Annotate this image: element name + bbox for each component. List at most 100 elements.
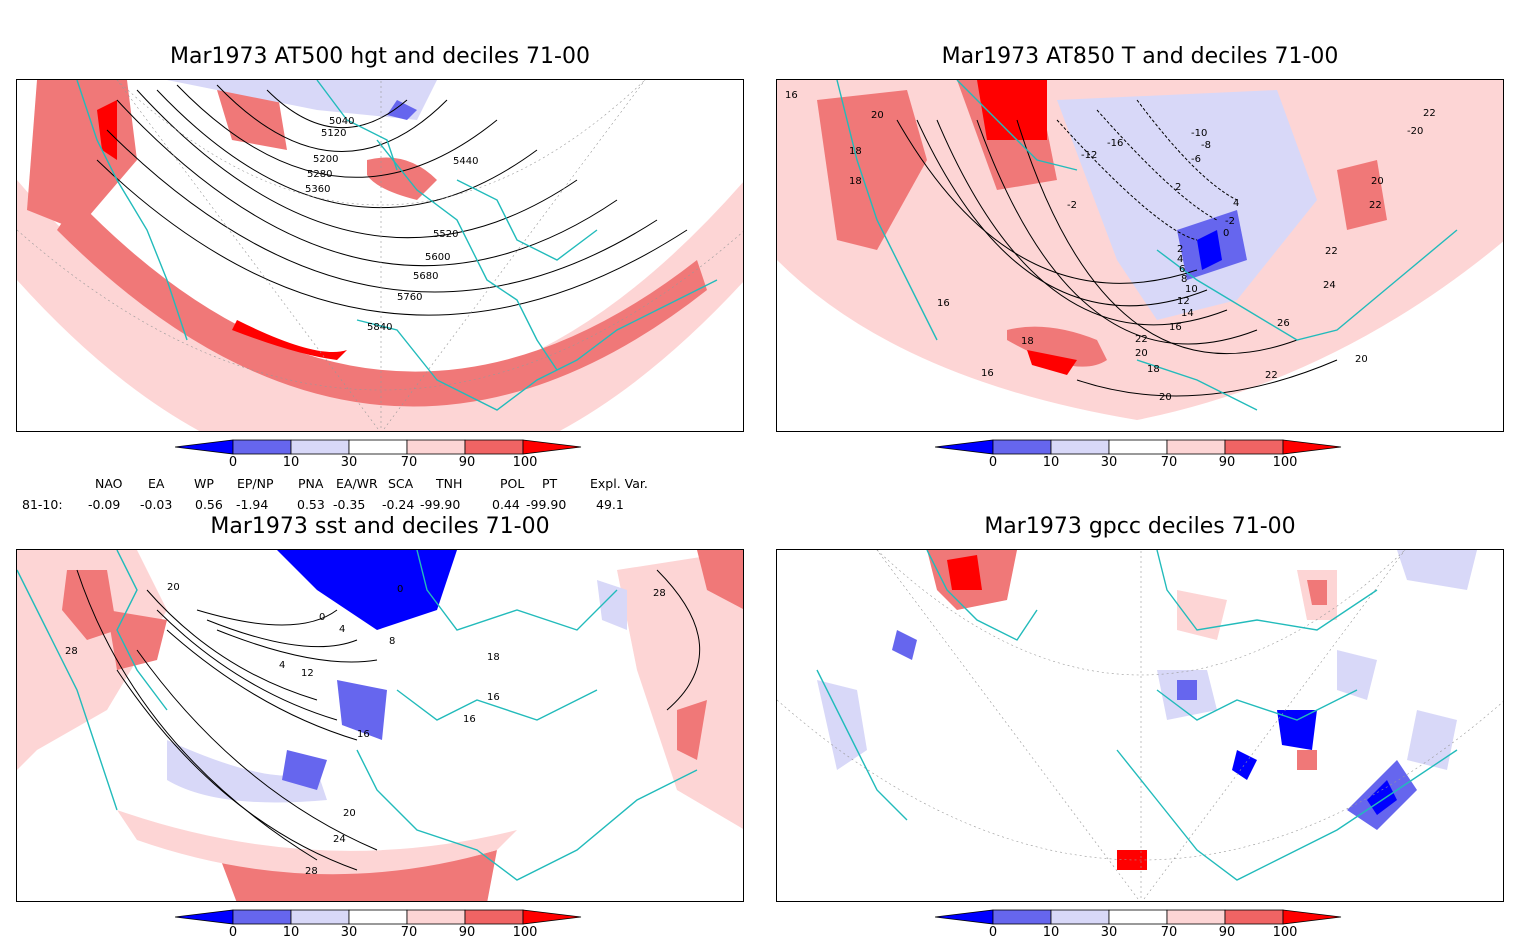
colorbar-extension-high <box>1282 909 1342 925</box>
colorbar-segment <box>992 909 1052 925</box>
svg-text:12: 12 <box>1177 296 1190 307</box>
svg-text:-16: -16 <box>1107 138 1123 149</box>
svg-text:20: 20 <box>1135 348 1148 359</box>
colorbar-extension-high <box>522 909 582 925</box>
svg-text:-2: -2 <box>1225 216 1235 227</box>
svg-text:20: 20 <box>1371 176 1384 187</box>
colorbar-segment <box>348 439 408 455</box>
index-value-ea: -0.03 <box>140 497 173 512</box>
svg-text:16: 16 <box>981 368 994 379</box>
svg-text:18: 18 <box>1147 364 1160 375</box>
hgt-contours <box>96 84 688 316</box>
svg-text:22: 22 <box>1369 200 1382 211</box>
svg-text:5600: 5600 <box>425 252 450 263</box>
colorbar-segment <box>992 439 1052 455</box>
colorbar-segment <box>290 439 350 455</box>
colorbar-segment <box>232 439 292 455</box>
coastlines <box>76 80 718 411</box>
colorbar-segment <box>406 909 466 925</box>
sst-contour-labels: 20 28 0 0 4 4 8 12 16 16 16 20 24 28 28 … <box>65 582 666 877</box>
colorbar-segment <box>1050 909 1110 925</box>
colorbar-segment <box>290 909 350 925</box>
svg-text:5840: 5840 <box>367 322 392 333</box>
svg-text:20: 20 <box>1355 354 1368 365</box>
svg-text:16: 16 <box>937 298 950 309</box>
index-header-ea: EA <box>148 476 165 491</box>
svg-text:18: 18 <box>487 652 500 663</box>
colorbar-segment <box>1224 909 1284 925</box>
index-value-eawr: -0.35 <box>333 497 366 512</box>
svg-text:26: 26 <box>1277 318 1290 329</box>
svg-text:18: 18 <box>849 176 862 187</box>
svg-text:5200: 5200 <box>313 154 338 165</box>
svg-text:20: 20 <box>1159 392 1172 403</box>
colorbar-segment <box>232 909 292 925</box>
svg-text:14: 14 <box>1181 308 1194 319</box>
svg-text:8: 8 <box>1181 274 1187 285</box>
colorbar-extension-low <box>935 439 994 455</box>
map-sst-svg: 20 28 0 0 4 4 8 12 16 16 16 20 24 28 28 … <box>17 550 743 901</box>
svg-text:28: 28 <box>653 588 666 599</box>
colorbar-extension-low <box>175 909 234 925</box>
svg-text:18: 18 <box>849 146 862 157</box>
colorbar-hgt: 0 10 30 70 90 100 <box>175 438 595 478</box>
index-header-wp: WP <box>194 476 214 491</box>
t850-contours <box>896 99 1338 397</box>
svg-text:20: 20 <box>343 808 356 819</box>
index-header-sca: SCA <box>388 476 414 491</box>
svg-text:10: 10 <box>1185 284 1198 295</box>
map-panel-hgt: 5040 5120 5200 5280 5360 5440 5520 5600 … <box>16 79 744 432</box>
svg-text:20: 20 <box>871 110 884 121</box>
svg-text:-12: -12 <box>1081 150 1097 161</box>
index-value-pol: 0.44 <box>492 497 520 512</box>
index-value-explvar: 49.1 <box>596 497 624 512</box>
svg-text:12: 12 <box>301 668 314 679</box>
index-header-nao: NAO <box>95 476 123 491</box>
hgt-contour-labels: 5040 5120 5200 5280 5360 5440 5520 5600 … <box>305 116 478 333</box>
coastlines <box>816 550 1458 881</box>
svg-text:-8: -8 <box>1201 140 1211 151</box>
svg-text:22: 22 <box>1265 370 1278 381</box>
svg-text:28: 28 <box>65 646 78 657</box>
panel-title-sst: Mar1973 sst and deciles 71-00 <box>210 514 550 539</box>
sst-contours <box>76 569 700 871</box>
svg-text:-6: -6 <box>1191 154 1201 165</box>
colorbar-extension-low <box>175 439 234 455</box>
svg-text:5280: 5280 <box>307 169 332 180</box>
colorbar-segment <box>406 439 466 455</box>
map-hgt-svg: 5040 5120 5200 5280 5360 5440 5520 5600 … <box>17 80 743 431</box>
grid-lines <box>777 550 1503 901</box>
svg-text:16: 16 <box>357 729 370 740</box>
svg-text:16: 16 <box>1169 322 1182 333</box>
index-value-wp: 0.56 <box>195 497 223 512</box>
index-value-nao: -0.09 <box>88 497 121 512</box>
colorbar-sst: 0 10 30 70 90 100 <box>175 908 595 948</box>
map-panel-gpcc <box>776 549 1504 902</box>
svg-text:2: 2 <box>1177 244 1183 255</box>
colorbar-extension-high <box>522 439 582 455</box>
map-panel-t850: 16 20 18 18 22 -20 -10 -8 -6 -16 -12 -2 … <box>776 79 1504 432</box>
svg-text:4: 4 <box>1233 198 1239 209</box>
svg-text:5040: 5040 <box>329 116 354 127</box>
svg-text:-20: -20 <box>1407 126 1423 137</box>
panel-title-hgt: Mar1973 AT500 hgt and deciles 71-00 <box>170 44 590 69</box>
index-header-epnp: EP/NP <box>237 476 274 491</box>
colorbar-segment <box>1166 439 1226 455</box>
svg-text:22: 22 <box>1135 334 1148 345</box>
svg-text:4: 4 <box>279 660 285 671</box>
svg-text:5680: 5680 <box>413 271 438 282</box>
index-value-sca: -0.24 <box>382 497 415 512</box>
index-header-explvar: Expl. Var. <box>590 476 648 491</box>
index-value-tnh: -99.90 <box>420 497 461 512</box>
svg-text:2: 2 <box>1175 182 1181 193</box>
svg-text:4: 4 <box>1177 254 1183 265</box>
svg-text:16: 16 <box>487 692 500 703</box>
svg-text:6: 6 <box>1179 264 1185 275</box>
index-row-label: 81-10: <box>22 497 63 512</box>
svg-text:16: 16 <box>785 90 798 101</box>
svg-text:22: 22 <box>1423 108 1436 119</box>
svg-text:0: 0 <box>1223 228 1229 239</box>
colorbar-extension-high <box>1282 439 1342 455</box>
svg-text:24: 24 <box>333 834 346 845</box>
index-header-pna: PNA <box>298 476 324 491</box>
